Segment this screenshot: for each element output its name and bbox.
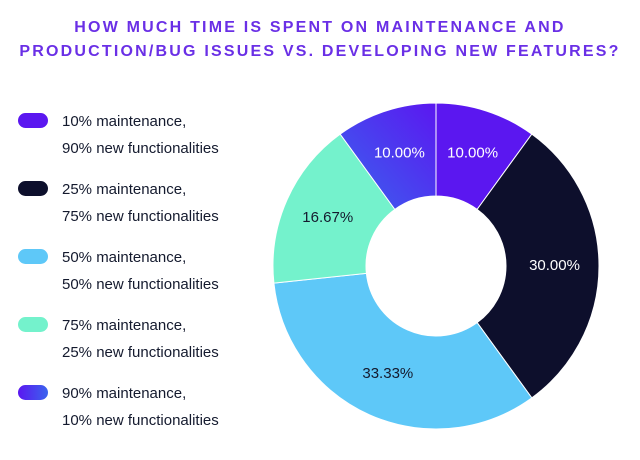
legend-label-line-1: 10% maintenance, <box>62 113 187 130</box>
slice-value-label: 10.00% <box>447 144 498 161</box>
legend-label-line-1: 50% maintenance, <box>62 249 187 266</box>
legend-label-line-2: 50% new functionalities <box>62 276 219 293</box>
slice-value-label: 16.67% <box>302 209 353 226</box>
legend-item: 90% maintenance, 10% new functionalities <box>18 380 258 448</box>
legend-label: 10% maintenance, 90% new functionalities <box>62 108 219 162</box>
legend-label-line-2: 75% new functionalities <box>62 208 219 225</box>
legend-swatch <box>18 249 48 264</box>
legend: 10% maintenance, 90% new functionalities… <box>18 108 258 448</box>
legend-label-line-2: 10% new functionalities <box>62 412 219 429</box>
chart-title-line-2: PRODUCTION/BUG ISSUES VS. DEVELOPING NEW… <box>19 43 621 60</box>
donut-slice <box>476 133 600 399</box>
legend-label-line-2: 90% new functionalities <box>62 140 219 157</box>
slice-value-label: 33.33% <box>362 365 413 382</box>
legend-item: 10% maintenance, 90% new functionalities <box>18 108 258 176</box>
legend-label: 75% maintenance, 25% new functionalities <box>62 312 219 366</box>
legend-item: 50% maintenance, 50% new functionalities <box>18 244 258 312</box>
legend-label-line-1: 90% maintenance, <box>62 385 187 402</box>
legend-label-line-1: 75% maintenance, <box>62 317 187 334</box>
legend-label-line-2: 25% new functionalities <box>62 344 219 361</box>
slice-value-label: 10.00% <box>374 144 425 161</box>
legend-swatch <box>18 317 48 332</box>
chart-title-line-1: HOW MUCH TIME IS SPENT ON MAINTENANCE AN… <box>74 19 566 36</box>
slice-value-label: 30.00% <box>529 257 580 274</box>
legend-label: 25% maintenance, 75% new functionalities <box>62 176 219 230</box>
legend-swatch <box>18 385 48 400</box>
legend-label-line-1: 25% maintenance, <box>62 181 187 198</box>
donut-slice <box>339 102 437 211</box>
legend-label: 50% maintenance, 50% new functionalities <box>62 244 219 298</box>
donut-chart: 10.00% 30.00% 33.33% 16.67% 10.00% <box>272 102 600 430</box>
legend-swatch <box>18 113 48 128</box>
legend-item: 25% maintenance, 75% new functionalities <box>18 176 258 244</box>
donut-slice <box>272 133 396 284</box>
legend-label: 90% maintenance, 10% new functionalities <box>62 380 219 434</box>
legend-item: 75% maintenance, 25% new functionalities <box>18 312 258 380</box>
chart-title: HOW MUCH TIME IS SPENT ON MAINTENANCE AN… <box>0 16 640 64</box>
donut-slice <box>273 272 533 430</box>
legend-swatch <box>18 181 48 196</box>
